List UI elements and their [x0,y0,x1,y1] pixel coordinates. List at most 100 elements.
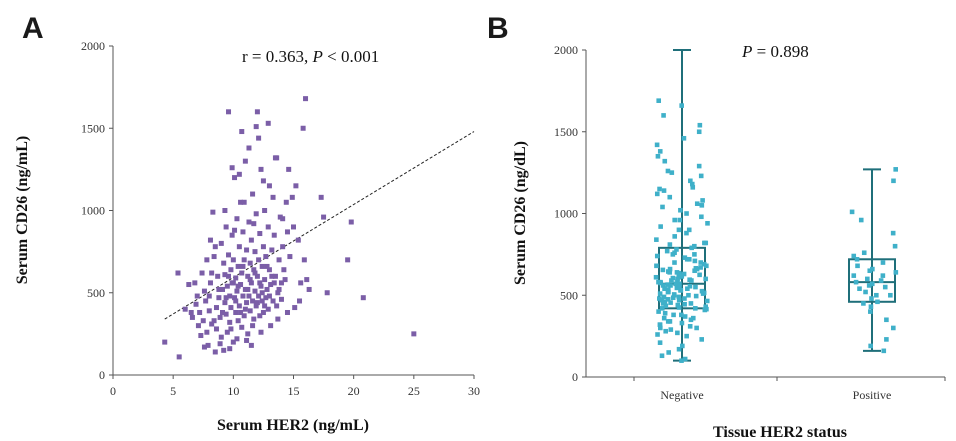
box-point [670,275,676,281]
panel-a-point [248,342,254,348]
panel-a-point [246,145,252,151]
box-point [668,300,673,305]
box-point [868,304,874,309]
panel-a-point [289,194,295,200]
panel-a-point [245,331,251,337]
panel-a-point [197,309,203,315]
box-point [869,296,874,301]
box-point [890,230,896,236]
panel-a-point [241,199,247,205]
panel-a-point [233,309,239,315]
box-point [693,306,698,311]
box-point [680,343,685,349]
box-point [674,247,679,252]
panel-a-point [306,286,312,292]
box-point [868,343,873,349]
box-point [660,283,666,288]
box-point [674,285,680,291]
box-point [878,278,884,283]
box-point [700,291,706,296]
box-point [678,288,684,293]
panel-a-point [275,290,281,296]
box-point [654,191,660,197]
box-point [669,278,674,283]
box-point [657,291,663,296]
panel-a-point [295,237,301,243]
panel-a-point [201,288,207,294]
box-point [677,284,682,290]
panel-a-point [247,260,253,266]
box-point [687,283,693,289]
panel-a-point [293,183,299,189]
panel-a-point [266,267,272,273]
panel-a-point [242,306,248,312]
panel-a-point [207,237,213,243]
box-point [679,103,684,108]
panel-a-point [240,229,246,235]
panel-a-point [233,275,239,281]
box-point [656,98,662,103]
panel-a-point [276,257,282,263]
box-point [688,178,693,184]
panel-a-point [245,286,251,292]
panel-a-point [270,194,276,200]
panel-a-point [195,323,201,329]
box-point [667,319,673,324]
panel-a-point [246,293,252,299]
panel-a-point [224,283,230,289]
panel-a-point [226,273,232,279]
panel-a-point [253,303,259,309]
box-point [664,248,670,254]
box-point [698,265,703,270]
box-point [891,178,896,184]
box-point [684,230,689,236]
box-point [654,253,660,259]
panel-a-point [262,303,268,309]
panel-a-point [272,273,278,279]
panel-a-point [244,247,250,253]
panel-b-y-tick-label: 1000 [554,207,578,221]
box-point [687,277,692,283]
panel-a-points [162,96,417,360]
box-point [663,328,668,334]
box-point [656,309,661,314]
panel-a-point [258,283,264,289]
panel-a-point [176,354,182,360]
panel-b-y-title: Serum CD26 (ng/dL) [512,141,529,285]
panel-a-point [263,254,269,260]
panel-b-p-value: = 0.898 [752,42,808,61]
panel-a-point [286,166,292,172]
box-point [693,293,699,299]
panel-a-point [224,329,230,335]
panel-a-point [218,240,224,246]
box-point [672,217,677,223]
box-point [659,353,665,359]
panel-a-point [265,306,271,312]
box-point [866,283,872,288]
panel-a-point [232,227,238,233]
box-point [697,272,702,278]
panel-a-point [204,329,210,335]
panel-b-annotation: P = 0.898 [741,42,809,61]
panel-a-point [256,135,262,141]
box-group-positive: Positive [776,167,899,402]
box-point [703,276,708,282]
panel-a-point [254,300,260,306]
box-point [681,271,687,277]
panel-a-point [271,280,277,286]
panel-a-point [223,311,229,317]
box-point [654,142,660,148]
panel-a-point [209,270,215,276]
panel-a-point [238,199,244,205]
panel-a-point [239,270,245,276]
panel-a-point [268,282,274,288]
box-point [696,129,702,135]
box-point [653,274,659,280]
panel-a-point [247,277,253,283]
panel-a-point [282,277,288,283]
box-point [658,279,663,285]
panel-a-point [259,263,265,269]
panel-a-point [268,323,274,329]
panel-a-point [194,293,200,299]
